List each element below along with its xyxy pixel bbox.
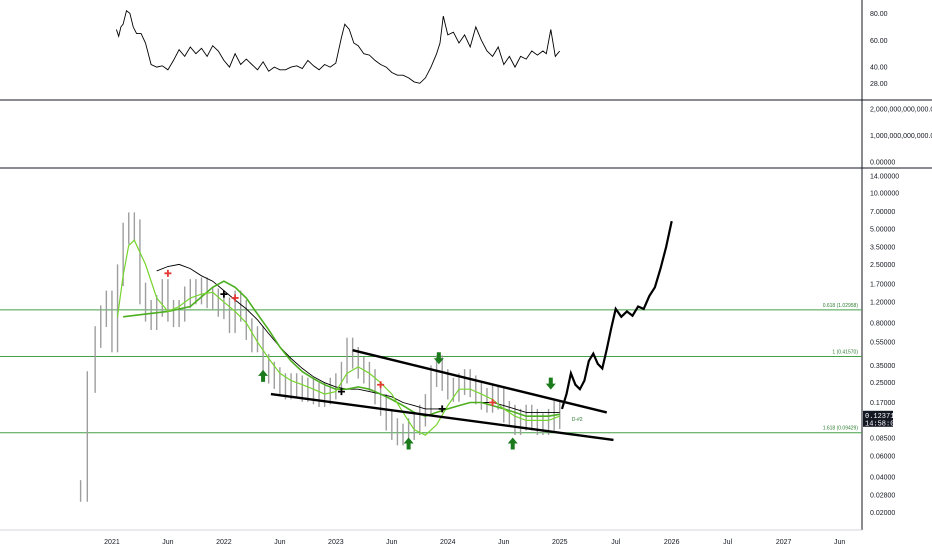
price-tick-label: 0.02000 (870, 510, 895, 517)
buy-arrow-marker (507, 437, 518, 450)
oscillator-panel (115, 9, 561, 84)
red-cross-marker (377, 381, 385, 389)
price-tick-label: 0.08500 (870, 436, 895, 443)
ma-slow-line (156, 263, 560, 413)
red-cross-marker (164, 269, 172, 277)
price-tick-label: 3.50000 (870, 245, 895, 252)
time-tick-label: Jun (386, 539, 397, 546)
ma-mid-line (123, 280, 560, 418)
volume-tick-label: 2,000,000,000,000.00000 (870, 106, 932, 113)
candle-countdown: 14:58:09 (865, 420, 899, 428)
price-tick-label: 0.25000 (870, 380, 895, 387)
time-tick-label: 2023 (328, 539, 344, 546)
price-tick-label: 0.35000 (870, 363, 895, 370)
price-tick-label: 1.70000 (870, 282, 895, 289)
fib-level-label: 1.618 (0.09429) (823, 426, 859, 432)
time-tick-label: Jun (162, 539, 173, 546)
osc-tick-label: 80.00 (870, 11, 888, 18)
time-tick-label: Jul (611, 539, 620, 546)
price-tick-label: 0.80000 (870, 320, 895, 327)
time-tick-label: Jun (274, 539, 285, 546)
osc-tick-label: 60.00 (870, 38, 888, 45)
price-tick-label: 14.00000 (870, 173, 899, 180)
price-tick-label: 0.04000 (870, 474, 895, 481)
price-tick-label: 5.00000 (870, 226, 895, 233)
osc-tick-label: 40.00 (870, 65, 888, 72)
black-cross-marker (337, 388, 345, 396)
buy-arrow-marker (258, 369, 269, 382)
current-price-tag (863, 410, 893, 427)
price-tick-label: 0.17000 (870, 400, 895, 407)
price-tick-label: 7.00000 (870, 209, 895, 216)
red-cross-marker (231, 294, 239, 302)
price-tick-label: 10.00000 (870, 191, 899, 198)
ma-fast-line (116, 239, 560, 436)
price-tick-label: 0.55000 (870, 340, 895, 347)
volume-tick-label: 0.00000 (870, 160, 895, 167)
d-count-label: D-#2 (572, 417, 583, 423)
buy-arrow-marker (403, 437, 414, 450)
price-panel: 0.618 (1.02958) 1 (0.41570) 1.618 (0.09429… (0, 212, 862, 502)
oscillator-line (115, 9, 561, 84)
time-tick-label: Jul (723, 539, 732, 546)
fib-level-label: 0.618 (1.02958) (823, 303, 859, 309)
time-tick-label: 2027 (776, 539, 792, 546)
sell-arrow-marker (545, 377, 556, 390)
volume-tick-label: 1,000,000,000,000.00000 (870, 133, 932, 140)
time-tick-label: 2022 (216, 539, 232, 546)
panel-separators (0, 0, 932, 531)
projection-line (560, 220, 673, 410)
time-tick-label: 2026 (664, 539, 680, 546)
time-tick-label: Jun (834, 539, 845, 546)
time-tick-label: 2021 (104, 539, 120, 546)
current-price-value: 0.12371 (865, 413, 894, 421)
black-cross-marker (438, 405, 446, 413)
price-tick-label: 2.50000 (870, 262, 895, 269)
osc-tick-label: 28.00 (870, 81, 888, 88)
black-cross-marker (220, 290, 228, 298)
sell-arrow-marker (433, 352, 444, 365)
price-tick-label: 1.20000 (870, 300, 895, 307)
price-tick-label: 0.06000 (870, 453, 895, 460)
axes: 80.00 60.00 40.00 28.00 2,000,000,000,000.00… (104, 11, 932, 546)
time-tick-label: Jun (498, 539, 509, 546)
price-tick-label: 0.02800 (870, 493, 895, 500)
fib-level-label: 1 (0.41570) (832, 350, 858, 356)
red-cross-marker (489, 398, 497, 406)
time-tick-label: 2024 (440, 539, 456, 546)
time-tick-label: 2025 (552, 539, 568, 546)
trendline (270, 392, 614, 442)
